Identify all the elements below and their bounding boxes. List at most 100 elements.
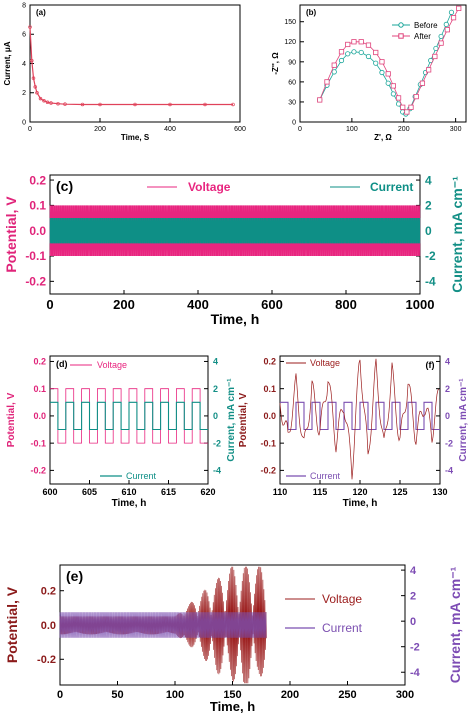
y2-tick-label: 4 [410, 565, 417, 577]
x-tick-label: 125 [392, 487, 407, 497]
y-tick-label: 2 [22, 90, 26, 97]
legend-label: Voltage [322, 592, 362, 606]
data-point [395, 95, 402, 101]
y-tick-label: 6 [22, 32, 26, 39]
x-tick-label: 0 [46, 297, 53, 312]
y-tick-label: 150 [284, 19, 296, 26]
data-point [98, 102, 102, 107]
y2-axis-label: Current, mA cm⁻¹ [458, 378, 469, 462]
data-point [345, 51, 351, 57]
data-point [373, 60, 379, 66]
x-tick-label: 1000 [406, 297, 435, 312]
y2-tick-label: 4 [213, 357, 218, 367]
data-point [408, 104, 414, 110]
data-point [358, 39, 364, 45]
x-tick-label: 605 [82, 487, 97, 497]
x-tick-label: 150 [223, 689, 241, 701]
x-tick-label: 600 [261, 297, 283, 312]
x-tick-label: 615 [161, 487, 176, 497]
x-axis-label: Time, h [343, 498, 378, 509]
y2-tick-label: -2 [410, 642, 420, 654]
y2-tick-label: -4 [410, 667, 421, 679]
panel-f: 110 115 120 125 130 -0.2 -0.1 0.0 0.1 0.2 -4 -2 0 2 4 P… [238, 355, 469, 509]
y2-axis-label: Current, mA cm⁻¹ [447, 566, 463, 683]
y2-tick-label: 0 [425, 224, 432, 238]
data-point [317, 97, 323, 103]
legend-label: Voltage [310, 358, 340, 368]
y2-tick-label: 0 [213, 411, 218, 421]
data-point [30, 58, 34, 63]
data-point [42, 99, 46, 103]
x-axis-label: Time, h [112, 498, 147, 509]
x-tick-label: 0 [28, 126, 32, 133]
y-tick-label: -0.1 [25, 249, 46, 263]
x-tick-label: 600 [234, 126, 246, 133]
x-tick-label: 110 [273, 487, 288, 497]
y2-tick-label: 0 [410, 616, 416, 628]
y2-tick-label: 0 [445, 411, 450, 421]
legend-label: Voltage [97, 360, 127, 370]
x-tick-label: 200 [94, 126, 106, 133]
y-tick-label: -0.2 [260, 466, 276, 476]
y-tick-label: 0.0 [33, 411, 46, 421]
y-tick-label: 4 [22, 61, 26, 68]
data-point [385, 71, 391, 77]
y-tick-label: 0.2 [263, 357, 276, 367]
current-series [280, 401, 440, 431]
legend-label: Current [370, 180, 413, 194]
data-point [448, 9, 455, 15]
data-point [438, 40, 444, 46]
panel-label: (e) [66, 568, 83, 584]
current-series [49, 217, 421, 244]
legend-label: Current [126, 471, 157, 481]
panel-b: 0 100 200 300 0 30 60 90 120 150 -Z'', Ω Z', Ω (b) Be… [271, 4, 467, 142]
legend-label: Current [322, 621, 363, 635]
data-point [35, 90, 39, 95]
current-series [50, 401, 208, 431]
data-point [395, 101, 402, 107]
data-point [324, 79, 330, 85]
data-point [373, 49, 379, 56]
x-tick-label: 130 [432, 487, 447, 497]
panel-label: (b) [306, 8, 317, 17]
y-tick-label: 0.1 [29, 199, 46, 213]
x-tick-label: 0 [298, 126, 302, 133]
x-tick-label: 610 [121, 487, 136, 497]
x-tick-label: 200 [281, 689, 299, 701]
y-tick-label: -0.1 [260, 438, 276, 448]
y-tick-label: -0.2 [25, 275, 46, 289]
data-point [390, 83, 396, 89]
voltage-series [279, 358, 440, 480]
y-tick-label: 0.2 [41, 586, 56, 598]
x-tick-label: 115 [313, 487, 328, 497]
data-point [419, 80, 426, 86]
data-point [444, 27, 450, 33]
y-tick-label: -0.2 [37, 654, 56, 666]
y-axis-label: Potential, V [4, 586, 20, 663]
panel-e: 0 50 100 150 200 250 300 -0.2 0.0 0.2 -4 -2 0 2 4 Poten… [4, 564, 463, 713]
data-point [338, 49, 345, 55]
x-tick-label: 120 [352, 487, 367, 497]
panel-label: (f) [426, 360, 435, 370]
data-point [33, 85, 37, 89]
x-tick-label: 50 [111, 689, 123, 701]
data-point [203, 102, 207, 107]
data-point [38, 96, 43, 101]
x-tick-label: 400 [187, 297, 209, 312]
y-tick-label: 30 [288, 99, 296, 106]
x-tick-label: 100 [166, 689, 184, 701]
y2-tick-label: 2 [213, 384, 218, 394]
y-tick-label: 90 [288, 59, 296, 66]
y2-tick-label: -4 [445, 466, 453, 476]
y-tick-label: 60 [288, 79, 296, 86]
data-point [400, 104, 406, 110]
y-tick-label: -0.2 [30, 466, 46, 476]
y2-tick-label: -4 [213, 466, 221, 476]
panel-label: (a) [36, 8, 46, 17]
x-axis-label: Time, S [121, 133, 150, 142]
x-tick-label: 100 [346, 126, 358, 133]
data-point [56, 101, 60, 106]
y2-axis-label: Current, mA cm⁻¹ [449, 176, 465, 293]
data-point [379, 59, 385, 65]
y-tick-label: 0.1 [263, 384, 276, 394]
